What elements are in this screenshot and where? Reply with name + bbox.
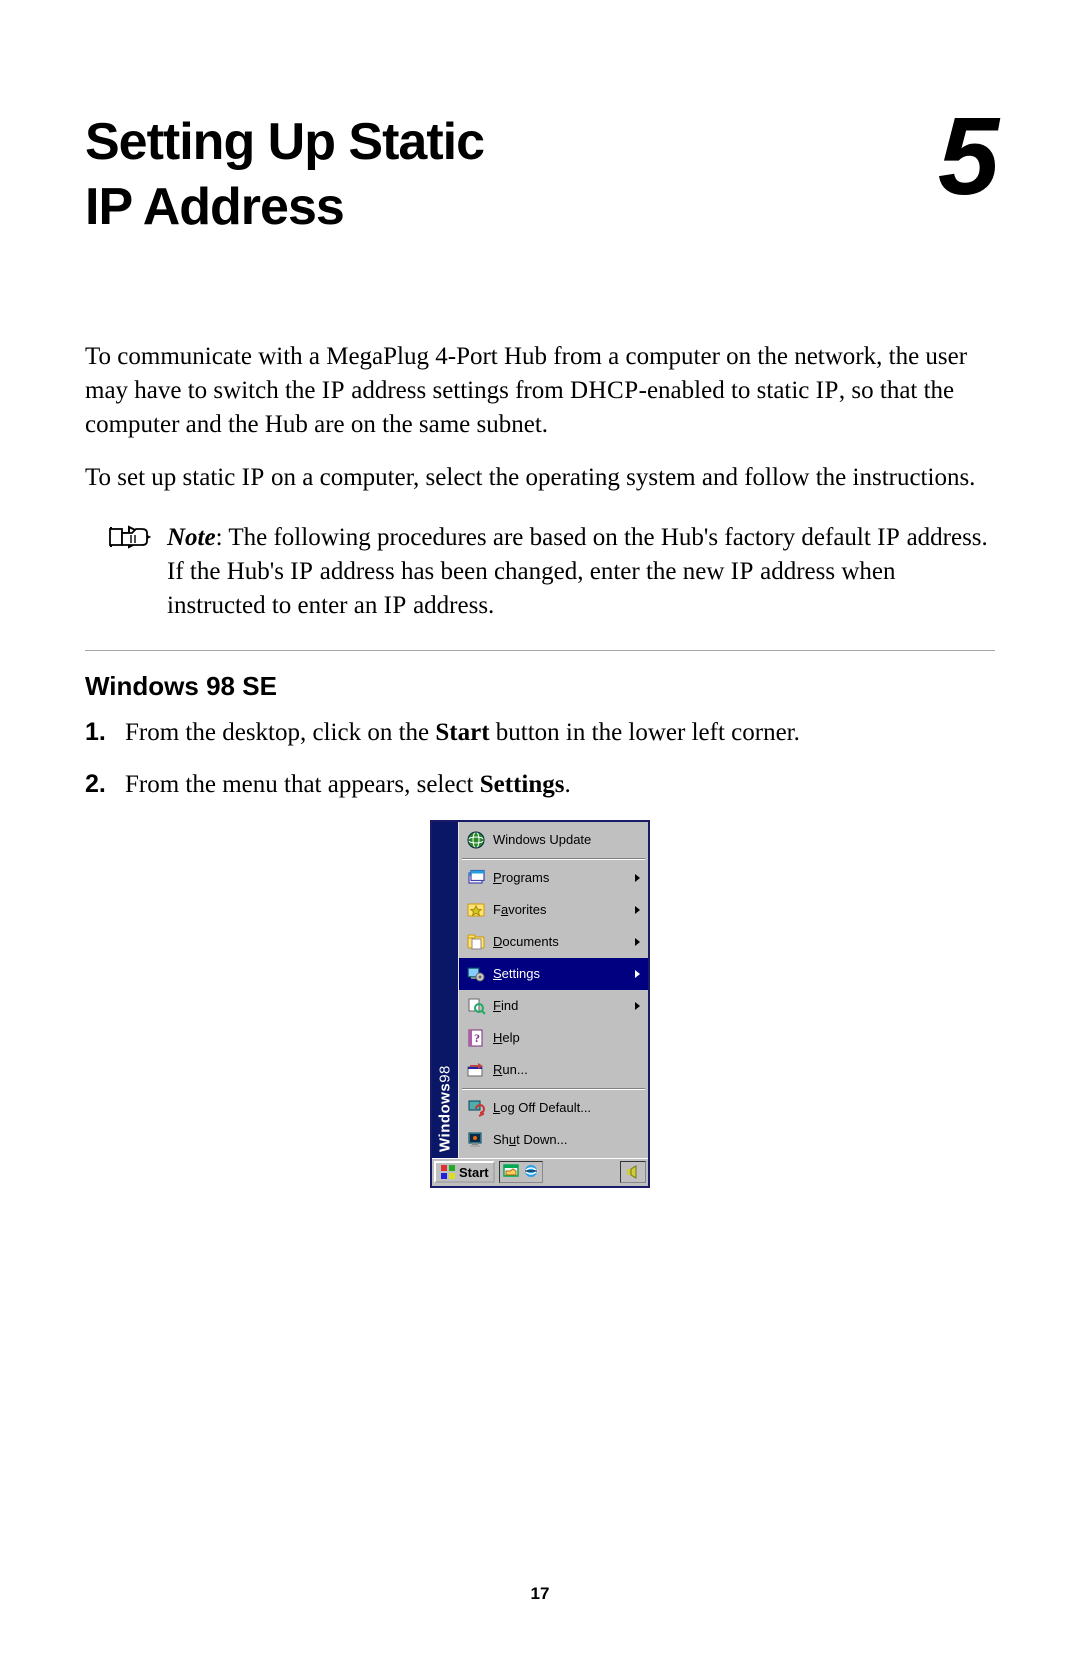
note-block: Note: The following procedures are based… xyxy=(85,515,995,622)
intro-paragraph-1: To communicate with a MegaPlug 4-Port Hu… xyxy=(85,340,995,441)
menu-item-log-off-default[interactable]: Log Off Default... xyxy=(459,1092,648,1124)
menu-item-find[interactable]: Find xyxy=(459,990,648,1022)
menu-item-shut-down[interactable]: Shut Down... xyxy=(459,1124,648,1156)
shutdown-icon xyxy=(465,1129,487,1151)
help-icon: ? xyxy=(465,1027,487,1049)
globe-icon xyxy=(465,829,487,851)
menu-item-label: Documents xyxy=(487,934,635,949)
menu-item-label: Settings xyxy=(487,966,635,981)
figure-start-menu: Windows98 Windows Update Programs Favorite… xyxy=(85,820,995,1188)
system-tray[interactable] xyxy=(620,1161,646,1183)
pointing-hand-icon xyxy=(109,523,157,556)
submenu-arrow-icon xyxy=(635,1002,640,1010)
start-menu-sidebar: Windows98 xyxy=(432,822,458,1158)
menu-item-label: Favorites xyxy=(487,902,635,917)
step-number: 1. xyxy=(85,716,125,750)
run-icon xyxy=(465,1059,487,1081)
show-desktop-icon[interactable] xyxy=(503,1163,519,1182)
menu-item-windows-update[interactable]: Windows Update xyxy=(459,824,648,856)
chapter-title-line1: Setting Up Static xyxy=(85,113,484,171)
sidebar-version: 98 xyxy=(437,1065,454,1083)
submenu-arrow-icon xyxy=(635,970,640,978)
windows-logo-icon xyxy=(440,1164,456,1180)
documents-icon xyxy=(465,931,487,953)
step-text: From the desktop, click on the Start but… xyxy=(125,716,800,750)
start-menu-list: Windows Update Programs Favorites Documents… xyxy=(458,822,648,1158)
start-button[interactable]: Start xyxy=(434,1161,495,1183)
menu-item-label: Programs xyxy=(487,870,635,885)
note-text: Note: The following procedures are based… xyxy=(167,521,995,622)
menu-item-label: Run... xyxy=(487,1062,642,1077)
find-icon xyxy=(465,995,487,1017)
start-button-label: Start xyxy=(459,1165,489,1180)
tray-volume-icon xyxy=(625,1164,641,1180)
menu-item-programs[interactable]: Programs xyxy=(459,862,648,894)
submenu-arrow-icon xyxy=(635,874,640,882)
menu-separator xyxy=(462,858,645,860)
win98-start-menu: Windows98 Windows Update Programs Favorite… xyxy=(430,820,650,1188)
submenu-arrow-icon xyxy=(635,938,640,946)
menu-item-help[interactable]: ? Help xyxy=(459,1022,648,1054)
quick-launch xyxy=(499,1161,543,1183)
page-number: 17 xyxy=(0,1584,1080,1604)
favorites-icon xyxy=(465,899,487,921)
step-text: From the menu that appears, select Setti… xyxy=(125,768,571,802)
logoff-icon xyxy=(465,1097,487,1119)
settings-icon xyxy=(465,963,487,985)
svg-text:?: ? xyxy=(474,1031,480,1045)
menu-item-label: Windows Update xyxy=(487,832,642,847)
menu-item-label: Log Off Default... xyxy=(487,1100,642,1115)
section-divider xyxy=(85,650,995,651)
menu-item-favorites[interactable]: Favorites xyxy=(459,894,648,926)
step-item: 1. From the desktop, click on the Start … xyxy=(85,716,995,750)
menu-item-label: Find xyxy=(487,998,635,1013)
menu-item-label: Shut Down... xyxy=(487,1132,642,1147)
chapter-number: 5 xyxy=(938,110,995,204)
menu-item-label: Help xyxy=(487,1030,642,1045)
section-heading: Windows 98 SE xyxy=(85,671,995,702)
chapter-header: Setting Up Static IP Address 5 xyxy=(85,110,995,240)
menu-separator xyxy=(462,1088,645,1090)
programs-icon xyxy=(465,867,487,889)
menu-item-settings[interactable]: Settings xyxy=(459,958,648,990)
menu-item-documents[interactable]: Documents xyxy=(459,926,648,958)
menu-item-run[interactable]: Run... xyxy=(459,1054,648,1086)
submenu-arrow-icon xyxy=(635,906,640,914)
taskbar: Start xyxy=(432,1158,648,1186)
step-number: 2. xyxy=(85,768,125,802)
step-item: 2. From the menu that appears, select Se… xyxy=(85,768,995,802)
ie-icon[interactable] xyxy=(523,1163,539,1182)
chapter-title-line2: IP Address xyxy=(85,178,344,236)
chapter-title: Setting Up Static IP Address xyxy=(85,110,484,240)
note-label: Note xyxy=(167,524,216,551)
intro-paragraph-2: To set up static IP on a computer, selec… xyxy=(85,461,995,495)
sidebar-brand: Windows xyxy=(437,1083,454,1152)
